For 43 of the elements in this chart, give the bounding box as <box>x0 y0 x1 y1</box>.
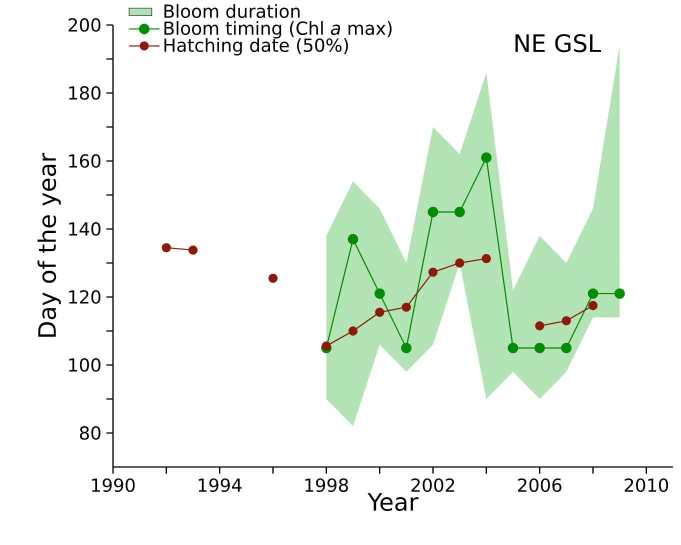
point <box>454 206 465 218</box>
y-tick-label: 120 <box>69 290 100 304</box>
point <box>534 342 545 354</box>
point <box>614 288 625 299</box>
point <box>375 308 384 317</box>
x-axis-title: Year <box>368 493 418 511</box>
x-tick-label: 2006 <box>518 478 562 492</box>
point <box>482 254 491 264</box>
point <box>561 342 572 354</box>
point <box>481 152 492 163</box>
point <box>562 316 571 326</box>
point <box>401 342 412 354</box>
point <box>322 341 331 351</box>
chart-title: NE GSL <box>516 34 601 52</box>
point <box>535 321 544 330</box>
y-tick-label: 140 <box>69 222 100 236</box>
legend-label: Bloom duration <box>164 4 300 18</box>
point <box>428 206 438 218</box>
x-tick-label: 2002 <box>411 478 454 492</box>
point <box>402 302 411 312</box>
point <box>162 243 171 252</box>
x-tick-label: 2010 <box>624 478 668 492</box>
y-tick-label: 80 <box>80 426 100 440</box>
point <box>588 300 598 310</box>
point <box>588 288 598 299</box>
point <box>188 245 198 255</box>
point <box>348 234 358 244</box>
y-tick-label: 160 <box>69 154 100 168</box>
y-tick-label: 100 <box>69 358 100 372</box>
y-tick-label: 180 <box>69 86 100 100</box>
legend-label: Hatching date (50%) <box>164 38 348 56</box>
point <box>455 258 464 268</box>
x-tick-label: 1998 <box>305 478 348 492</box>
point <box>348 326 358 336</box>
point <box>428 268 438 277</box>
x-tick-label: 1994 <box>198 478 242 492</box>
y-tick-label: 200 <box>68 18 100 32</box>
point <box>268 274 278 283</box>
y-axis-title: Day of the year <box>38 152 61 337</box>
x-tick-label: 1990 <box>92 478 135 492</box>
point <box>508 342 518 354</box>
point <box>374 288 385 299</box>
legend-label: Bloom timing (Chl a max) <box>164 21 392 38</box>
